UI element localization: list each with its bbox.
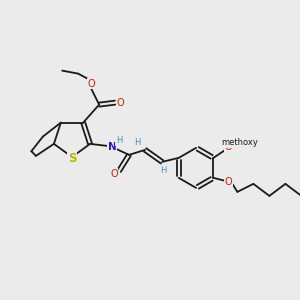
Text: methoxy: methoxy <box>221 138 258 147</box>
Text: O: O <box>225 177 232 187</box>
Text: S: S <box>68 152 76 164</box>
Text: O: O <box>87 79 95 88</box>
Text: H: H <box>160 167 166 176</box>
Text: H: H <box>116 136 122 146</box>
Text: O: O <box>110 169 118 179</box>
Text: O: O <box>225 142 232 152</box>
Text: H: H <box>134 138 140 147</box>
Text: O: O <box>116 98 124 108</box>
Text: CH₃: CH₃ <box>237 140 253 149</box>
Text: N: N <box>108 142 116 152</box>
